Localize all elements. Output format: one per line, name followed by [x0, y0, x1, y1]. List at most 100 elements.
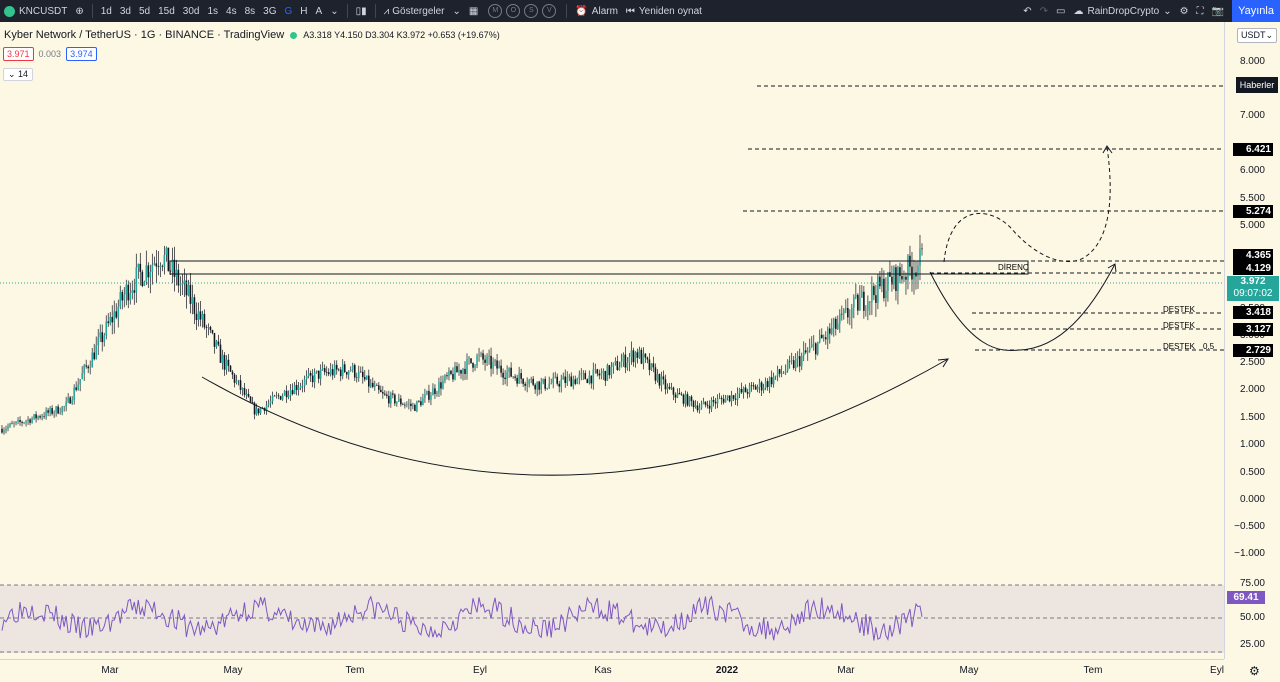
candle-body: [764, 381, 767, 388]
interval-30d[interactable]: 30d: [182, 5, 200, 17]
indicators-button[interactable]: ⩘ Göstergeler: [380, 0, 449, 22]
candle-body: [307, 373, 310, 377]
templates-grid-icon[interactable]: ▦: [468, 5, 479, 17]
candle-body: [440, 382, 442, 389]
price-chart[interactable]: DİRENÇ DESTEK DESTEK DESTEK 0.5: [0, 22, 1224, 659]
price-axis[interactable]: 8.0007.0006.0005.5005.0004.5004.0003.500…: [1224, 22, 1280, 659]
interval-1d[interactable]: 1d: [100, 5, 112, 17]
publish-button[interactable]: Yayınla: [1232, 0, 1280, 22]
rsi-tick: 75.00: [1239, 578, 1265, 589]
candle-body: [448, 370, 450, 377]
candle-body: [101, 332, 104, 343]
template-v-button[interactable]: V: [542, 4, 557, 18]
candle-body: [722, 399, 725, 403]
candle-body: [412, 404, 414, 407]
buy-price-button[interactable]: 3.974: [66, 47, 97, 61]
candle-body: [347, 370, 350, 375]
candle-body: [893, 267, 895, 285]
chart-style-candles-icon[interactable]: ▯▮: [355, 5, 367, 17]
candle-body: [502, 372, 504, 378]
symbol-search-button[interactable]: KNCUSDT: [0, 0, 71, 22]
interval-H[interactable]: H: [300, 5, 308, 17]
candle-body: [706, 404, 709, 406]
price-tick: 0.000: [1239, 494, 1265, 505]
candle-body: [772, 376, 775, 385]
candle-body: [554, 376, 557, 378]
interval-8s[interactable]: 8s: [244, 5, 256, 17]
candle-body: [3, 430, 5, 433]
indicators-collapse-toggle[interactable]: ⌄ 14: [3, 68, 34, 81]
candle-body: [359, 371, 362, 373]
candle-body: [794, 358, 797, 369]
candle-body: [658, 374, 661, 386]
undo-icon[interactable]: ↶: [1023, 5, 1032, 17]
interval-1s[interactable]: 1s: [207, 5, 219, 17]
price-tick: 5.500: [1239, 193, 1265, 204]
replay-button[interactable]: ⏮ Yeniden oynat: [622, 0, 706, 22]
candle-body: [736, 393, 739, 400]
candle-body: [804, 350, 807, 353]
indicators-chevron-icon[interactable]: ⌄: [452, 5, 461, 17]
candle-body: [105, 321, 108, 336]
time-label: Tem: [345, 665, 365, 676]
cloud-icon: ☁: [1073, 5, 1084, 17]
candle-body: [664, 379, 667, 390]
cup-arc[interactable]: [201, 358, 949, 476]
rsi-line: [1, 595, 923, 642]
alarm-button[interactable]: ⏰ Alarm: [571, 0, 622, 22]
candle-body: [841, 313, 843, 315]
interval-list: 1d 3d 5d 15d 30d 1s 4s 8s 3G G H A: [97, 0, 326, 22]
interval-15d[interactable]: 15d: [158, 5, 175, 17]
handle-projection-path[interactable]: [929, 263, 1116, 351]
chart-settings-gear-icon[interactable]: ⚙: [1249, 664, 1260, 678]
interval-3G[interactable]: 3G: [263, 5, 277, 17]
symbol-title[interactable]: Kyber Network / TetherUS · 1G · BINANCE …: [4, 29, 285, 41]
candle-body: [191, 297, 194, 304]
candle-body: [766, 381, 769, 388]
candle-body: [13, 423, 15, 424]
time-axis[interactable]: Mar May Tem Eyl Kas 2022 Mar May Tem Eyl: [0, 659, 1224, 682]
template-o-button[interactable]: O: [506, 4, 521, 18]
candle-body: [580, 373, 583, 375]
interval-A[interactable]: A: [315, 5, 323, 17]
candle-body: [177, 269, 180, 286]
candle-body: [406, 404, 408, 405]
candle-body: [229, 365, 232, 372]
sell-price-button[interactable]: 3.971: [3, 47, 34, 61]
interval-3d[interactable]: 3d: [119, 5, 131, 17]
candle-body: [141, 271, 144, 286]
interval-5d[interactable]: 5d: [138, 5, 151, 17]
redo-icon[interactable]: ↷: [1039, 5, 1049, 17]
candle-body: [343, 364, 346, 372]
candle-body: [668, 386, 671, 389]
layout-button[interactable]: ☁ RainDropCrypto ⌄: [1069, 0, 1175, 22]
candle-body: [921, 248, 923, 250]
candle-body: [674, 394, 677, 398]
candle-body: [732, 395, 735, 399]
interval-4s[interactable]: 4s: [226, 5, 237, 17]
compare-add-icon[interactable]: ⊕: [75, 5, 84, 17]
candle-body: [35, 414, 37, 419]
candle-body: [337, 369, 340, 371]
candle-body: [384, 393, 386, 395]
news-button[interactable]: Haberler: [1236, 77, 1278, 93]
settings-gear-icon[interactable]: ⚙: [1179, 5, 1189, 17]
interval-dropdown-chevron-icon[interactable]: ⌄: [330, 5, 339, 17]
candle-body: [628, 356, 631, 363]
template-m-button[interactable]: M: [488, 4, 503, 18]
camera-snapshot-icon[interactable]: 📷: [1211, 5, 1224, 17]
candle-body: [97, 337, 100, 346]
candle-body: [873, 286, 875, 296]
currency-selector[interactable]: USDT⌄: [1237, 28, 1278, 43]
candle-body: [724, 397, 727, 403]
template-s-button[interactable]: S: [524, 4, 539, 18]
candle-body: [600, 373, 603, 376]
expand-icon[interactable]: ⛶: [1196, 5, 1204, 17]
fullscreen-window-icon[interactable]: ▭: [1056, 5, 1066, 17]
candle-body: [251, 401, 254, 403]
dashed-projection-path[interactable]: [943, 146, 1111, 263]
candle-body: [225, 359, 228, 370]
interval-G[interactable]: G: [284, 5, 293, 17]
candle-body: [728, 395, 731, 402]
candle-body: [185, 280, 188, 296]
